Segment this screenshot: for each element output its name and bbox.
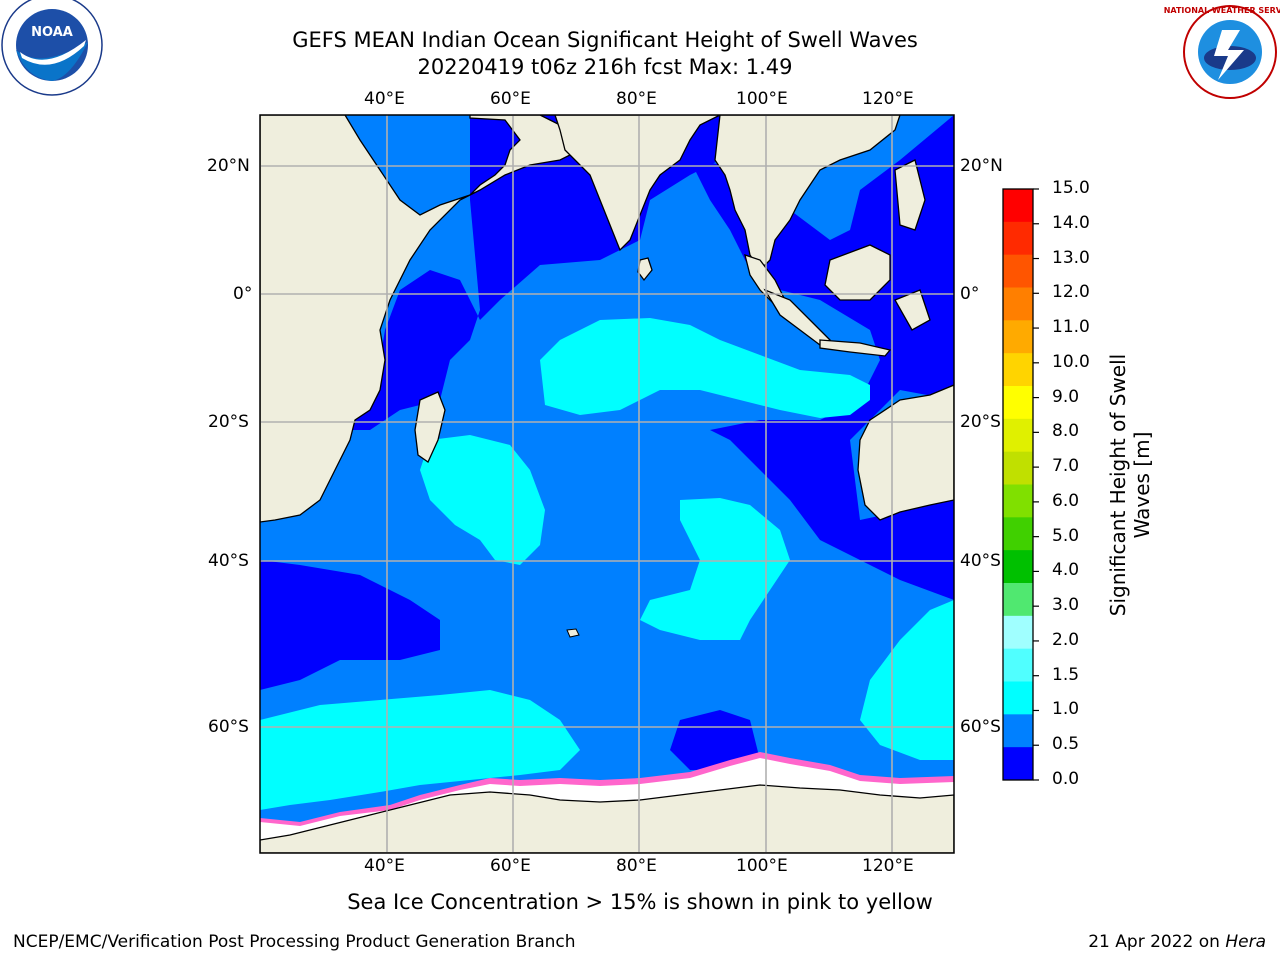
colorbar-segment: [1003, 353, 1033, 387]
colorbar-tick-label: 3.0: [1052, 595, 1080, 616]
colorbar-tick-label: 9.0: [1052, 386, 1080, 407]
sea-ice-note: Sea Ice Concentration > 15% is shown in …: [347, 890, 933, 914]
footer-host: Hera: [1225, 932, 1266, 952]
colorbar-tick-label: 0.5: [1052, 734, 1080, 755]
colorbar-tick-label: 0.0: [1052, 769, 1080, 789]
nws-ring-text: NATIONAL WEATHER SERVICE: [1164, 6, 1280, 15]
footer-date-text: 21 Apr 2022 on: [1088, 932, 1226, 952]
map-title: GEFS MEAN Indian Ocean Significant Heigh…: [292, 28, 918, 52]
lon-label-bottom-60e: 60°E: [490, 856, 531, 876]
noaa-logo-text: NOAA: [31, 25, 73, 40]
colorbar-segment: [1003, 386, 1033, 420]
map-subtitle: 20220419 t06z 216h fcst Max: 1.49: [417, 55, 793, 79]
colorbar-segment: [1003, 747, 1033, 781]
map-frame: [259, 114, 955, 854]
lat-label-left-0: 0°: [233, 284, 253, 304]
lat-label-left-20s: 20°S: [208, 412, 249, 432]
colorbar-segment: [1003, 221, 1033, 256]
colorbar-segment: [1003, 648, 1033, 682]
colorbar-segment: [1003, 484, 1033, 518]
colorbar-tick-label: 1.5: [1052, 664, 1080, 685]
colorbar-segment: [1003, 714, 1033, 748]
colorbar-tick-label: 2.0: [1052, 629, 1080, 650]
lat-label-right-20s: 20°S: [960, 412, 1001, 432]
colorbar-tick-label: 1.0: [1052, 699, 1080, 720]
noaa-logo: NOAA: [1, 0, 103, 96]
colorbar-tick-label: 11.0: [1052, 317, 1090, 338]
colorbar-segment: [1003, 451, 1033, 485]
colorbar-segment: [1003, 418, 1033, 453]
lon-label-top-60e: 60°E: [490, 89, 531, 109]
colorbar-tick-label: 12.0: [1052, 282, 1090, 303]
colorbar-tick-label: 13.0: [1052, 247, 1090, 268]
lon-label-bottom-40e: 40°E: [364, 856, 405, 876]
colorbar-tick-label: 7.0: [1052, 456, 1080, 477]
colorbar-tick-label: 8.0: [1052, 421, 1080, 442]
colorbar-tick-label: 14.0: [1052, 212, 1090, 233]
kerguelen-island: [566, 628, 580, 638]
lat-label-right-40s: 40°S: [960, 551, 1001, 571]
lat-label-right-20n: 20°N: [960, 156, 1003, 176]
colorbar-segment: [1003, 254, 1033, 288]
lon-label-top-40e: 40°E: [364, 89, 405, 109]
colorbar-segment: [1003, 517, 1033, 551]
colorbar-tick-label: 4.0: [1052, 560, 1080, 581]
colorbar-title: Significant Height of Swell Waves [m]: [1106, 325, 1154, 645]
colorbar-tick-label: 5.0: [1052, 525, 1080, 546]
footer-date: 21 Apr 2022 on Hera: [1088, 932, 1266, 952]
lat-label-left-40s: 40°S: [208, 551, 249, 571]
lon-label-top-100e: 100°E: [736, 89, 788, 109]
footer-branch: NCEP/EMC/Verification Post Processing Pr…: [13, 932, 576, 952]
map-area: [260, 115, 954, 853]
colorbar-tick-label: 10.0: [1052, 351, 1090, 372]
colorbar-frame: [1002, 188, 1034, 781]
lon-label-bottom-100e: 100°E: [736, 856, 788, 876]
lon-label-bottom-80e: 80°E: [616, 856, 657, 876]
colorbar-segment: [1003, 287, 1033, 321]
colorbar-title-line1: Significant Height of Swell: [1106, 353, 1130, 617]
colorbar-segment: [1003, 320, 1033, 354]
lon-label-top-80e: 80°E: [616, 89, 657, 109]
colorbar-segment: [1003, 550, 1033, 584]
colorbar-tick-label: 6.0: [1052, 490, 1080, 511]
colorbar-tick-label: 15.0: [1052, 178, 1090, 198]
lat-label-left-60s: 60°S: [208, 717, 249, 737]
lat-label-left-20n: 20°N: [207, 156, 250, 176]
colorbar: [1003, 188, 1039, 781]
colorbar-segment: [1003, 583, 1033, 617]
land-masses: [260, 115, 954, 853]
lat-label-right-0: 0°: [960, 284, 980, 304]
graticule: [260, 115, 954, 853]
lon-label-top-120e: 120°E: [862, 89, 914, 109]
nws-logo: NATIONAL WEATHER SERVICE: [1164, 5, 1280, 99]
lat-label-right-60s: 60°S: [960, 717, 1001, 737]
colorbar-segment: [1003, 615, 1033, 650]
colorbar-title-line2: Waves [m]: [1130, 431, 1154, 539]
colorbar-segment: [1003, 189, 1033, 223]
colorbar-segment: [1003, 681, 1033, 715]
lon-label-bottom-120e: 120°E: [862, 856, 914, 876]
